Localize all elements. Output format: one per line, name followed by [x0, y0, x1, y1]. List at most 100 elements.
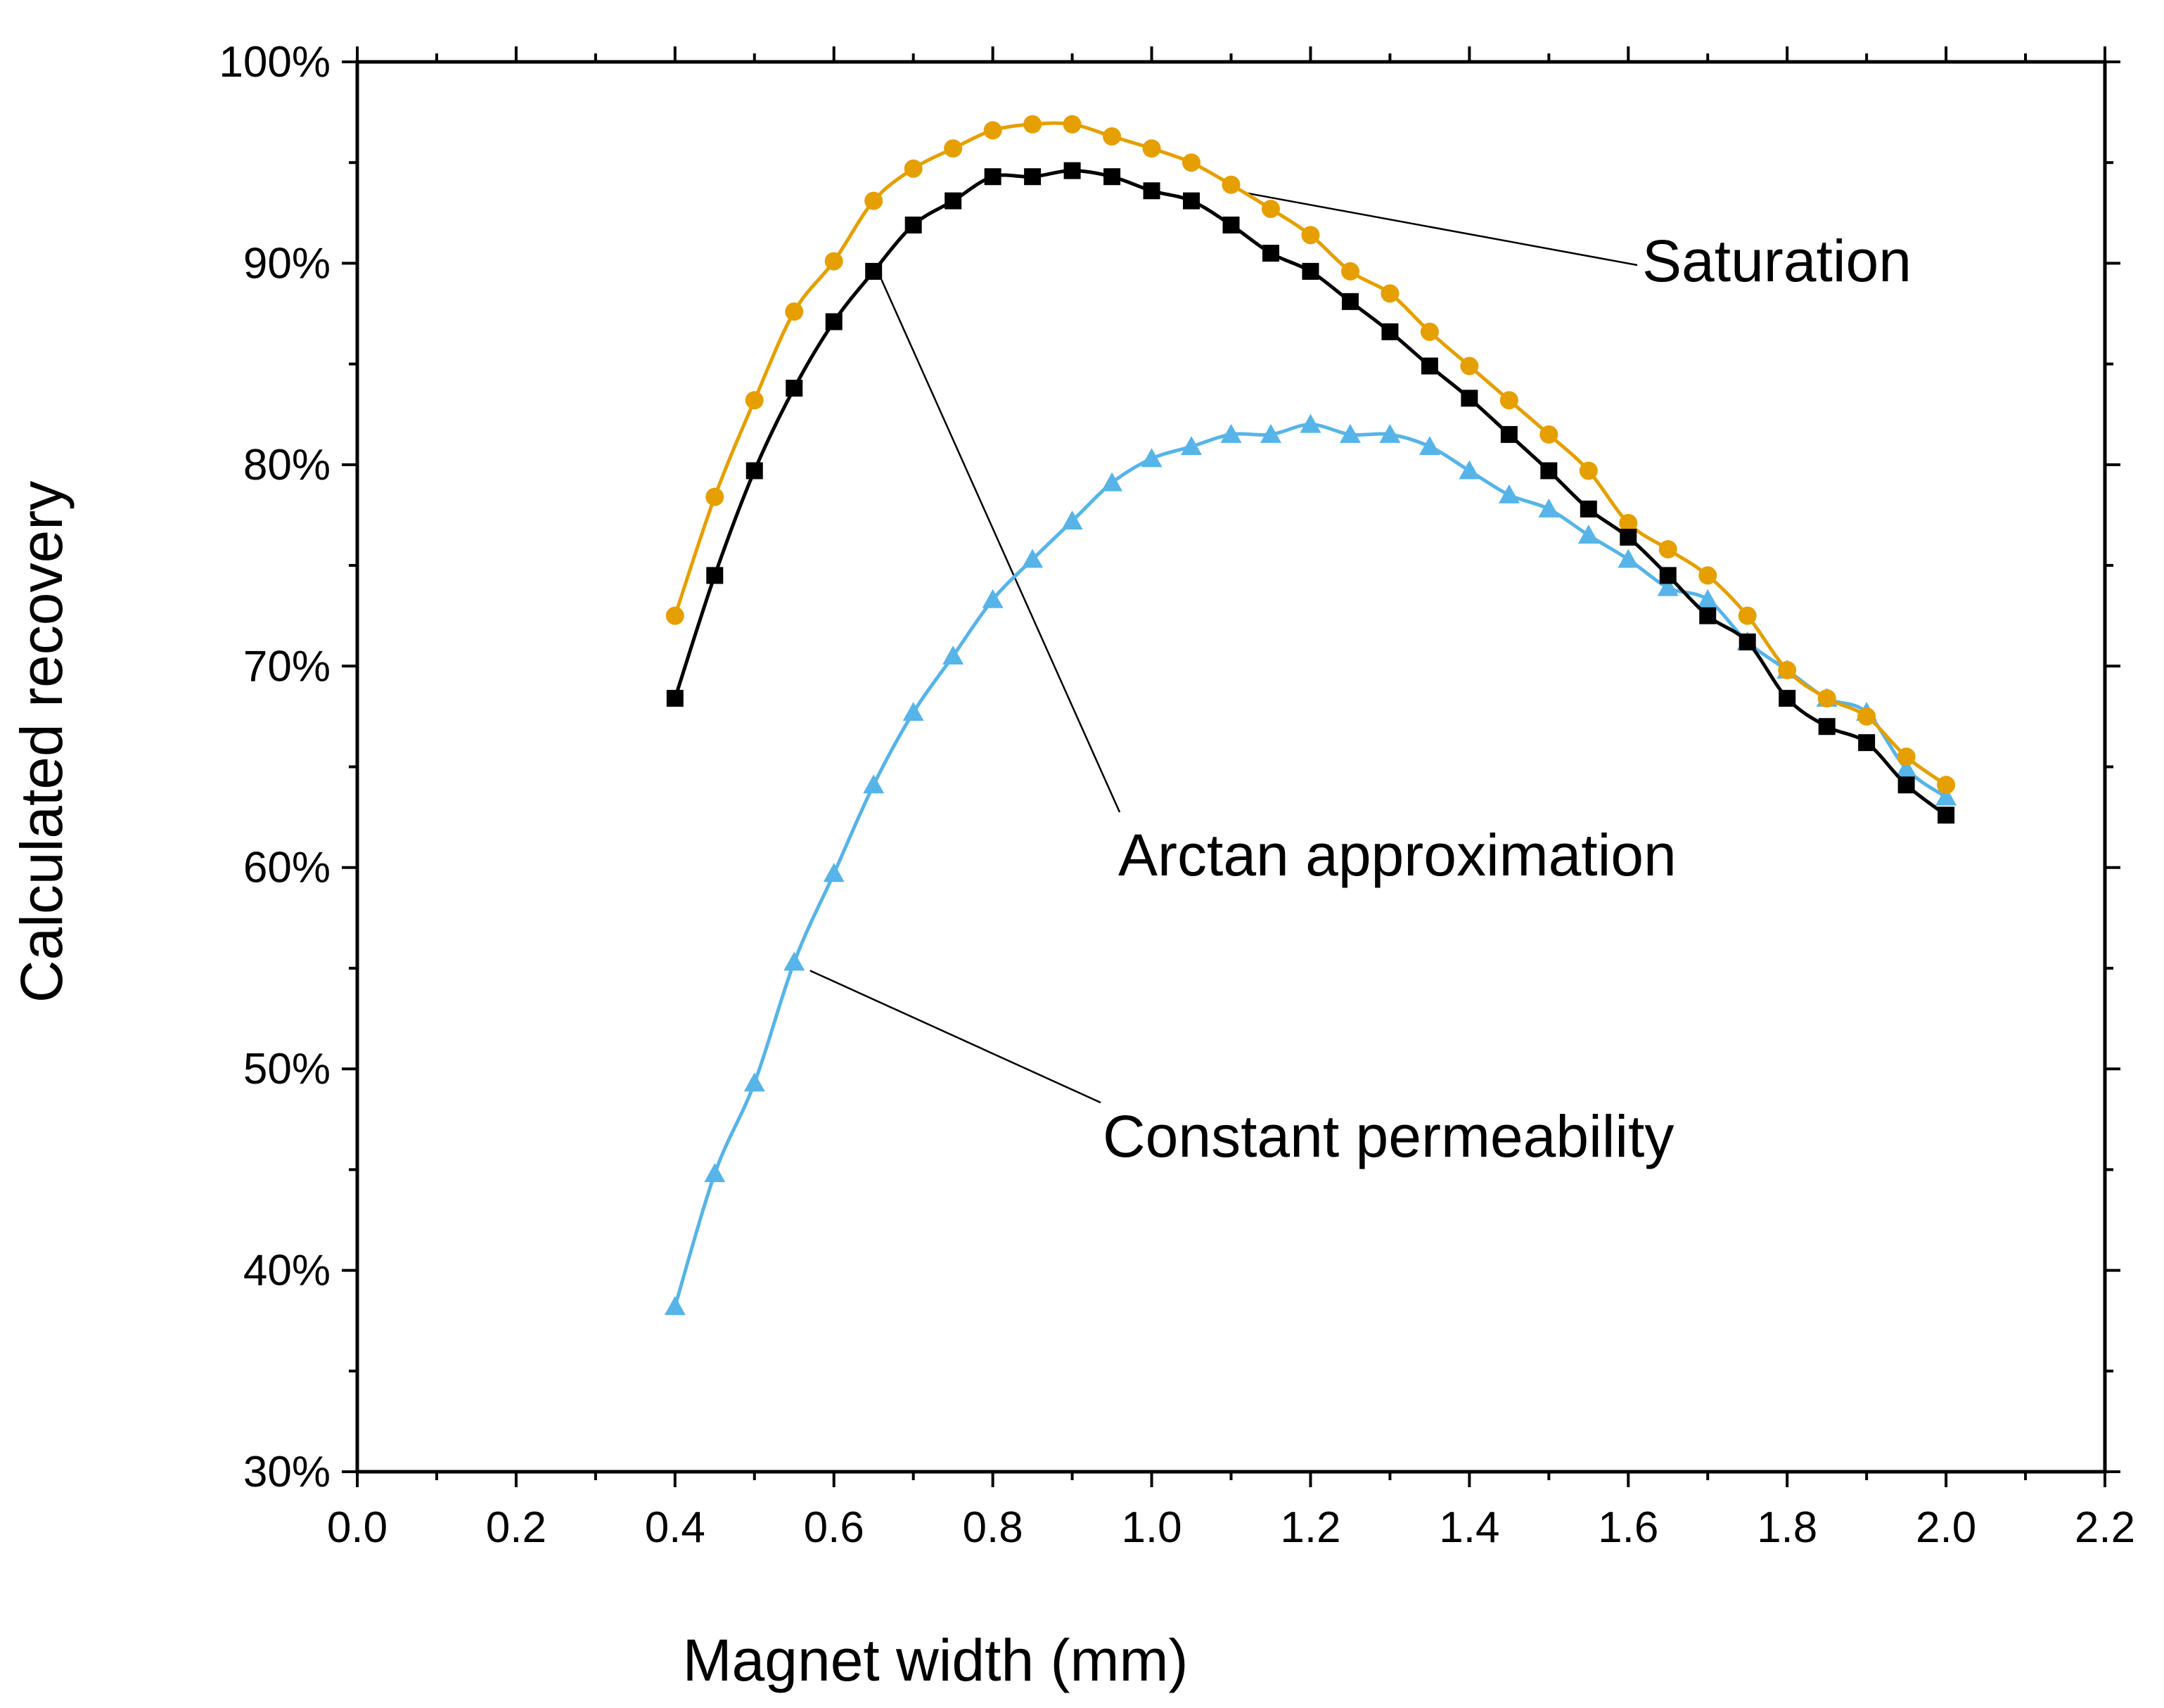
data-point — [1538, 498, 1560, 518]
data-point — [1620, 528, 1637, 546]
x-tick-label: 0.6 — [804, 1503, 864, 1552]
data-point — [945, 192, 962, 210]
data-point — [1260, 423, 1281, 443]
data-point — [864, 191, 883, 210]
data-point — [1619, 513, 1638, 532]
data-point — [1459, 460, 1480, 480]
data-point — [944, 139, 963, 158]
data-point — [1063, 162, 1081, 179]
data-point — [1419, 436, 1440, 456]
x-tick-label: 2.2 — [2075, 1503, 2135, 1552]
data-point — [1857, 707, 1876, 726]
data-point — [745, 391, 764, 410]
y-tick-label: 100% — [219, 38, 331, 86]
data-point — [1499, 391, 1518, 410]
data-point — [1658, 540, 1677, 559]
x-tick-label: 1.4 — [1439, 1503, 1499, 1552]
data-point — [904, 217, 922, 234]
data-point — [824, 252, 843, 271]
data-point — [666, 690, 684, 707]
y-tick-label: 30% — [243, 1448, 331, 1496]
y-tick-label: 60% — [243, 844, 331, 892]
data-point — [1580, 500, 1597, 518]
data-point — [664, 1296, 686, 1316]
data-point — [1222, 217, 1240, 234]
data-point — [982, 589, 1004, 608]
data-point — [865, 262, 883, 280]
data-point — [1181, 436, 1203, 456]
data-point — [1779, 690, 1796, 707]
data-point — [1023, 115, 1042, 134]
data-point — [706, 567, 724, 584]
data-point — [1858, 734, 1876, 752]
data-point — [825, 313, 843, 330]
data-point — [1461, 390, 1478, 407]
data-point — [1897, 747, 1916, 766]
y-axis-title: Calculated recovery — [8, 481, 75, 1003]
data-point — [705, 487, 724, 506]
data-point — [1738, 606, 1757, 625]
data-point — [1142, 139, 1161, 158]
x-tick-label: 0.8 — [963, 1503, 1023, 1552]
data-point — [1460, 357, 1479, 375]
data-point — [704, 1163, 726, 1183]
data-point — [1182, 153, 1201, 172]
y-tick-label: 50% — [243, 1045, 331, 1093]
data-point — [1261, 200, 1280, 219]
data-point — [1103, 168, 1121, 186]
data-point — [863, 774, 885, 794]
leader-line-constant-permeability — [809, 970, 1101, 1104]
data-point — [1183, 192, 1201, 210]
data-point — [785, 302, 804, 321]
data-point — [1262, 245, 1279, 262]
data-point — [1063, 115, 1082, 134]
data-point — [1579, 461, 1598, 480]
data-point — [1935, 786, 1957, 806]
data-point — [1500, 425, 1518, 443]
y-tick-label: 40% — [243, 1247, 331, 1295]
data-point — [1420, 322, 1439, 341]
series-layer — [664, 115, 1957, 1316]
data-point — [1381, 284, 1400, 303]
data-point — [984, 168, 1001, 186]
data-point — [1022, 548, 1044, 568]
data-point — [1659, 567, 1677, 584]
x-tick-label: 1.8 — [1757, 1503, 1817, 1552]
data-point — [743, 1072, 765, 1092]
x-tick-label: 1.6 — [1598, 1503, 1658, 1552]
annotation-leaders — [809, 192, 1638, 1104]
data-point — [1143, 182, 1160, 200]
data-point — [1341, 293, 1359, 310]
annotation-arctan-approximation: Arctan approximation — [1118, 822, 1677, 888]
annotation-saturation: Saturation — [1642, 228, 1912, 294]
y-tick-label: 90% — [243, 239, 331, 288]
data-point — [1301, 226, 1320, 245]
data-point — [1220, 423, 1242, 443]
data-point — [1698, 566, 1717, 585]
data-point — [745, 462, 763, 480]
data-point — [1498, 484, 1520, 503]
data-point — [1778, 661, 1797, 680]
data-point — [783, 951, 805, 971]
data-point — [1697, 589, 1719, 608]
x-tick-label: 1.2 — [1280, 1503, 1340, 1552]
leader-line-arctan-approximation — [881, 279, 1121, 813]
x-tick-label: 0.4 — [645, 1503, 705, 1552]
data-point — [1618, 548, 1639, 568]
tick-labels: 0.0 0.2 0.4 0.6 0.8 1.0 1.2 1.4 1.6 1.8 2.0 2.2 30% 4… — [219, 38, 2135, 1552]
annotation-constant-permeability: Constant permeability — [1103, 1103, 1674, 1169]
data-point — [786, 380, 803, 397]
axis-ticks — [342, 46, 2120, 1487]
y-tick-label: 80% — [243, 441, 331, 489]
data-point — [1101, 472, 1123, 492]
data-point — [665, 606, 684, 625]
x-tick-label: 0.2 — [486, 1503, 546, 1552]
x-tick-label: 0.0 — [327, 1503, 388, 1552]
data-point — [1895, 758, 1917, 778]
data-point — [1222, 175, 1241, 194]
data-point — [1379, 423, 1401, 443]
data-point — [1381, 323, 1399, 340]
data-point — [1340, 262, 1359, 281]
series-saturation — [665, 115, 1956, 795]
x-axis-title: Magnet width (mm) — [683, 1627, 1189, 1693]
